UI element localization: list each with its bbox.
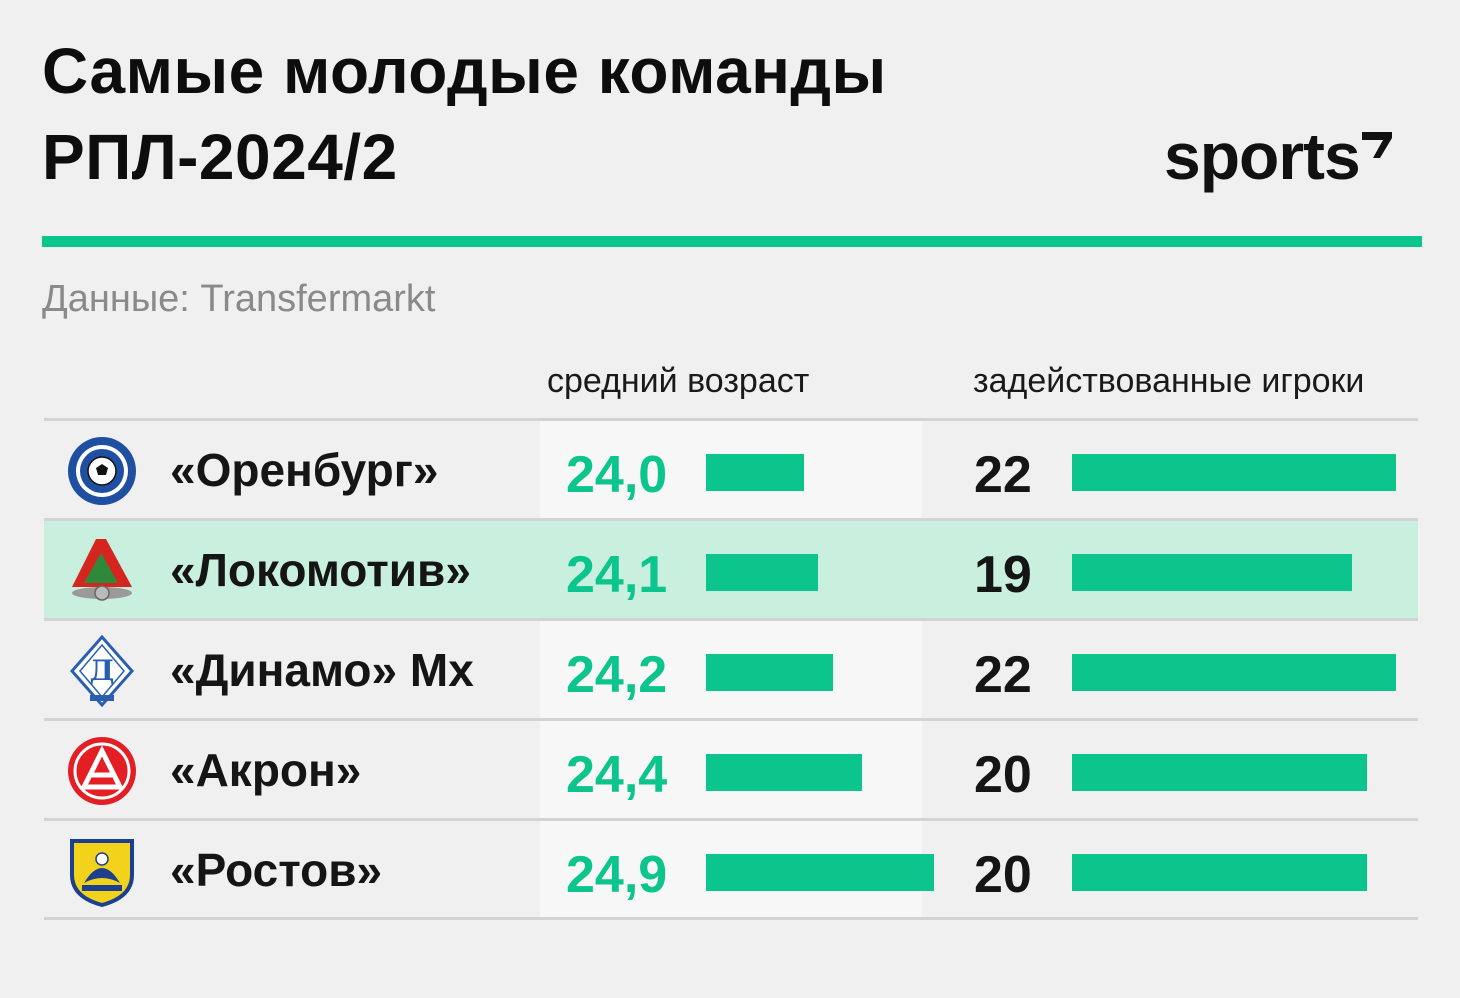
age-value-label: 24,9 [566,846,668,904]
players-bar [1072,854,1367,891]
lokomotiv-logo-icon [66,535,138,607]
players-bar [1072,554,1352,591]
accent-divider [42,236,1422,247]
table-row: Д «Динамо» Мх 24,2 22 [44,618,1418,718]
age-bar [706,654,833,691]
table-row: «Локомотив» 24,1 19 [44,518,1418,618]
title-line-2: РПЛ-2024/2 [42,121,398,193]
age-bar [706,554,818,591]
svg-text:Д: Д [90,654,115,687]
players-value-label: 22 [974,646,1032,704]
players-value-label: 20 [974,746,1032,804]
table-row: «Ростов» 24,9 20 [44,818,1418,918]
age-value-label: 24,0 [566,446,668,504]
chart-title: Самые молодые команды РПЛ-2024/2 [42,28,887,200]
akron-logo-icon [66,735,138,807]
players-bar [1072,454,1396,491]
brand-mark-icon [1361,132,1392,158]
table-bottom-line [44,917,1418,920]
column-header-age: средний возраст [547,362,810,400]
players-value-label: 19 [974,546,1032,604]
team-name: «Локомотив» [170,544,471,596]
table-row: «Оренбург» 24,0 22 [44,418,1418,518]
brand-logo: sports [1164,118,1392,194]
players-value-label: 20 [974,846,1032,904]
age-value-label: 24,4 [566,746,668,804]
team-name: «Акрон» [170,744,362,796]
orenburg-logo-icon [66,435,138,507]
players-value-label: 22 [974,446,1032,504]
age-bar [706,854,934,891]
age-value-label: 24,1 [566,546,668,604]
title-line-1: Самые молодые команды [42,35,887,107]
team-name: «Динамо» Мх [170,644,474,696]
team-name: «Оренбург» [170,444,439,496]
brand-wordmark: sports [1164,119,1361,193]
data-source: Данные: Transfermarkt [42,278,436,320]
age-bar [706,754,862,791]
players-bar [1072,754,1367,791]
dynamo-logo-icon: Д [66,634,138,708]
rostov-logo-icon [66,835,138,908]
column-header-players: задействованные игроки [973,362,1365,400]
table-row: «Акрон» 24,4 20 [44,718,1418,818]
team-name: «Ростов» [170,844,383,896]
players-bar [1072,654,1396,691]
age-value-label: 24,2 [566,646,668,704]
age-bar [706,454,804,491]
